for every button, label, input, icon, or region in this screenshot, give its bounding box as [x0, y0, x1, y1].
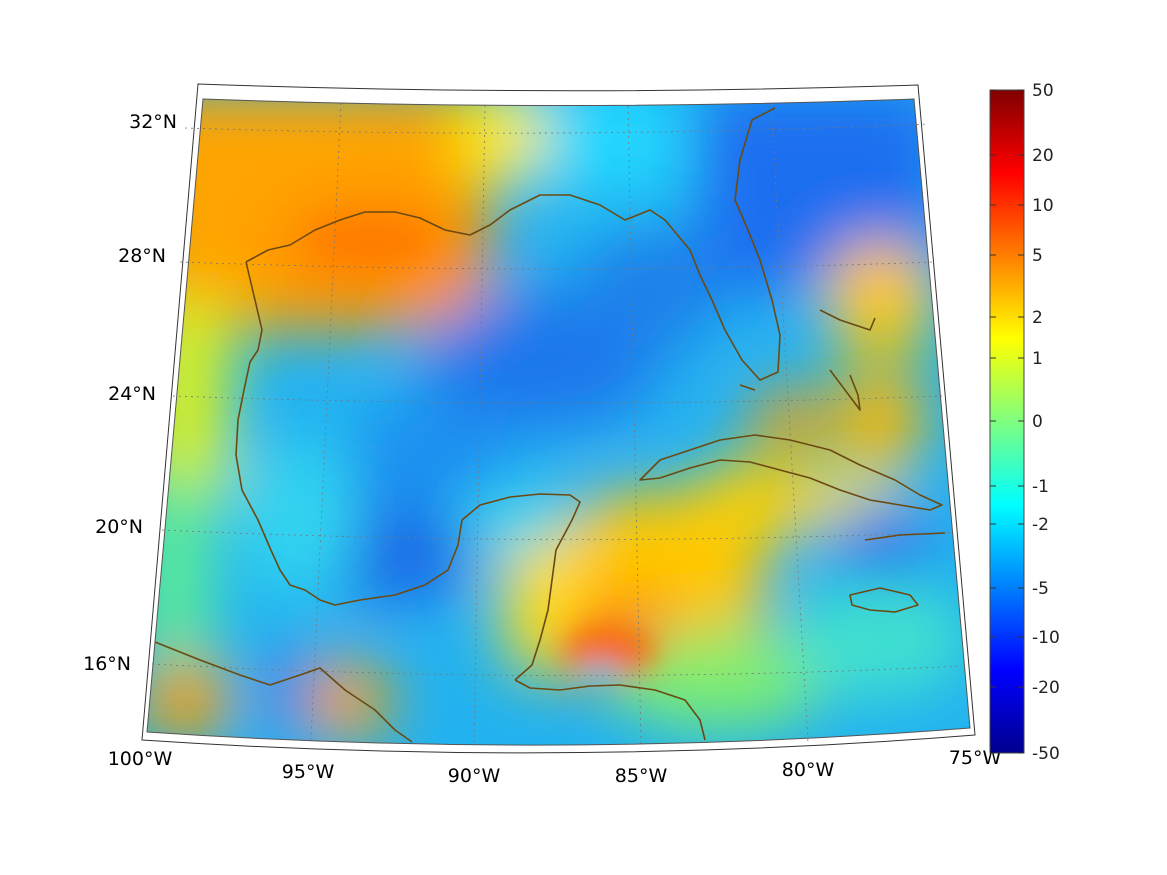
lon-label-95: 95°W: [282, 761, 335, 783]
lon-label-90: 90°W: [448, 765, 501, 787]
colorbar-tick-label: -50: [1032, 744, 1060, 764]
anomaly-field: [147, 99, 970, 746]
map-frame-outer: [141, 83, 976, 754]
colorbar-tick-label: 2: [1032, 308, 1043, 328]
lon-label-80: 80°W: [782, 759, 835, 781]
lon-label-85: 85°W: [615, 765, 668, 787]
colorbar-tick-label: -5: [1032, 579, 1049, 599]
graticule: [151, 102, 963, 748]
coastlines: [154, 107, 946, 743]
colorbar-tick-label: 10: [1032, 196, 1054, 216]
colorbar-tick-label: 0: [1032, 412, 1043, 432]
lon-label-75: 75°W: [949, 747, 1002, 769]
colorbar-tick-label: -10: [1032, 628, 1060, 648]
lat-label-28: 28°N: [118, 245, 166, 267]
colorbar-tick-label: 20: [1032, 146, 1054, 166]
colorbar-tick-label: 50: [1032, 81, 1054, 101]
colorbar-tick-label: -20: [1032, 678, 1060, 698]
colorbar-tick-label: 5: [1032, 246, 1043, 266]
lon-label-100: 100°W: [108, 748, 173, 770]
colorbar-tick-label: -2: [1032, 515, 1049, 535]
lat-label-24: 24°N: [108, 383, 156, 405]
colorbar-tick-label: -1: [1032, 477, 1049, 497]
lat-label-32: 32°N: [129, 111, 177, 133]
map-frame: [146, 98, 971, 746]
colorbar-tick-label: 1: [1032, 349, 1043, 369]
lat-label-20: 20°N: [95, 516, 143, 538]
lat-label-16: 16°N: [83, 653, 131, 675]
